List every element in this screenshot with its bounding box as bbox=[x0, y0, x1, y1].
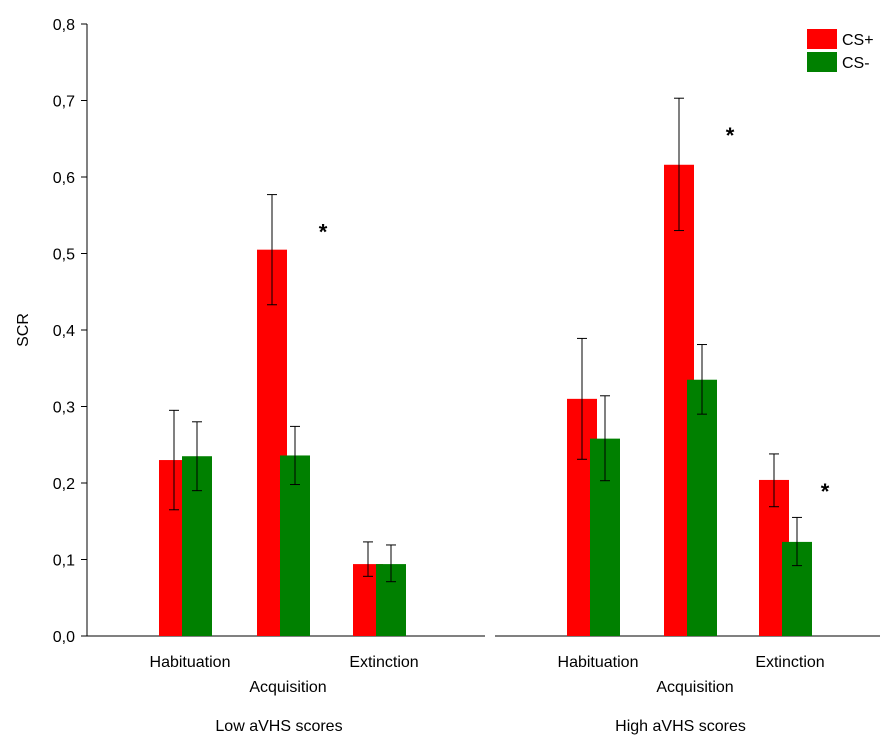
significance-asterisk: * bbox=[726, 123, 735, 148]
panel-title: Low aVHS scores bbox=[215, 718, 342, 735]
bar-csminus bbox=[280, 455, 310, 636]
bar-csminus bbox=[687, 379, 717, 636]
y-tick-label: 0,7 bbox=[53, 94, 75, 111]
x-category-label: Acquisition bbox=[656, 679, 733, 696]
legend-swatch bbox=[807, 29, 837, 49]
y-tick-label: 0,0 bbox=[53, 629, 75, 646]
x-category-label: Habituation bbox=[558, 654, 639, 671]
legend-label: CS+ bbox=[842, 32, 874, 49]
legend-label: CS- bbox=[842, 55, 870, 72]
y-tick-label: 0,6 bbox=[53, 170, 75, 187]
y-axis-label: SCR bbox=[15, 313, 32, 347]
legend-swatch bbox=[807, 52, 837, 72]
x-category-label: Acquisition bbox=[249, 679, 326, 696]
significance-asterisk: * bbox=[319, 220, 328, 245]
x-category-label: Extinction bbox=[755, 654, 824, 671]
y-tick-label: 0,1 bbox=[53, 553, 75, 570]
significance-asterisk: * bbox=[821, 479, 830, 504]
y-tick-label: 0,8 bbox=[53, 17, 75, 34]
panel-title: High aVHS scores bbox=[615, 718, 746, 735]
y-tick-label: 0,3 bbox=[53, 400, 75, 417]
y-tick-label: 0,4 bbox=[53, 323, 75, 340]
x-category-label: Habituation bbox=[150, 654, 231, 671]
y-tick-label: 0,2 bbox=[53, 476, 75, 493]
x-category-label: Extinction bbox=[349, 654, 418, 671]
y-tick-label: 0,5 bbox=[53, 247, 75, 264]
